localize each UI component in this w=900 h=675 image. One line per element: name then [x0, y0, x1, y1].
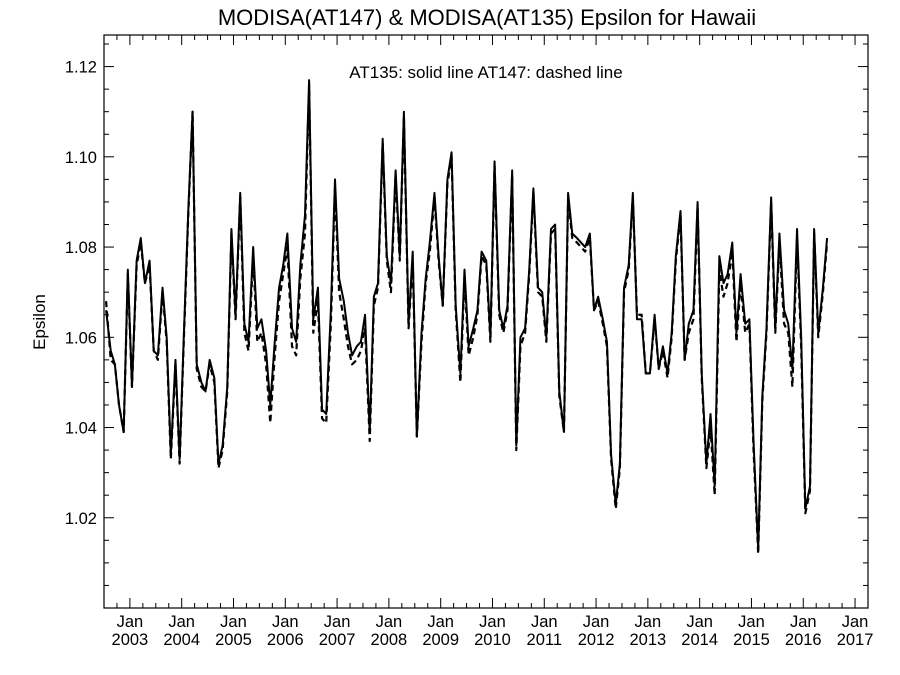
- x-tick-month-label: Jan: [738, 613, 765, 631]
- x-tick-year-label: 2017: [837, 631, 874, 649]
- x-tick-month-label: Jan: [531, 613, 558, 631]
- x-tick-year-label: 2005: [215, 631, 252, 649]
- x-tick-month-label: Jan: [168, 613, 195, 631]
- x-tick-month-label: Jan: [686, 613, 713, 631]
- x-tick-year-label: 2003: [112, 631, 149, 649]
- x-tick-year-label: 2015: [733, 631, 770, 649]
- axes: 1.021.041.061.081.101.12Jan2003Jan2004Ja…: [65, 35, 874, 649]
- y-axis-label: Epsilon: [30, 294, 49, 350]
- plot-frame: [103, 34, 869, 609]
- x-tick-year-label: 2012: [578, 631, 615, 649]
- x-tick-year-label: 2009: [422, 631, 459, 649]
- x-tick-month-label: Jan: [376, 613, 403, 631]
- y-tick-label: 1.04: [65, 420, 97, 438]
- x-tick-month-label: Jan: [583, 613, 610, 631]
- x-tick-year-label: 2013: [630, 631, 667, 649]
- x-tick-year-label: 2006: [267, 631, 304, 649]
- y-tick-label: 1.08: [65, 239, 97, 257]
- x-tick-month-label: Jan: [842, 613, 869, 631]
- x-tick-month-label: Jan: [324, 613, 351, 631]
- x-tick-month-label: Jan: [427, 613, 454, 631]
- series-layer: [104, 79, 829, 555]
- y-tick-label: 1.02: [65, 510, 97, 528]
- y-tick-label: 1.12: [65, 59, 97, 77]
- x-tick-year-label: 2014: [681, 631, 718, 649]
- x-tick-year-label: 2011: [527, 631, 562, 649]
- chart-title: MODISA(AT147) & MODISA(AT135) Epsilon fo…: [218, 5, 756, 30]
- x-tick-year-label: 2008: [371, 631, 408, 649]
- x-tick-month-label: Jan: [117, 613, 144, 631]
- x-tick-month-label: Jan: [790, 613, 817, 631]
- x-tick-month-label: Jan: [635, 613, 662, 631]
- x-tick-year-label: 2007: [319, 631, 356, 649]
- legend-annotation: AT135: solid line AT147: dashed line: [349, 63, 622, 82]
- x-tick-month-label: Jan: [220, 613, 247, 631]
- x-tick-month-label: Jan: [479, 613, 506, 631]
- y-tick-label: 1.06: [65, 329, 97, 347]
- x-tick-year-label: 2004: [163, 631, 200, 649]
- x-tick-year-label: 2016: [785, 631, 822, 649]
- y-tick-label: 1.10: [65, 149, 97, 167]
- x-tick-month-label: Jan: [272, 613, 299, 631]
- series-line-at135: [105, 79, 829, 551]
- x-tick-year-label: 2010: [474, 631, 511, 649]
